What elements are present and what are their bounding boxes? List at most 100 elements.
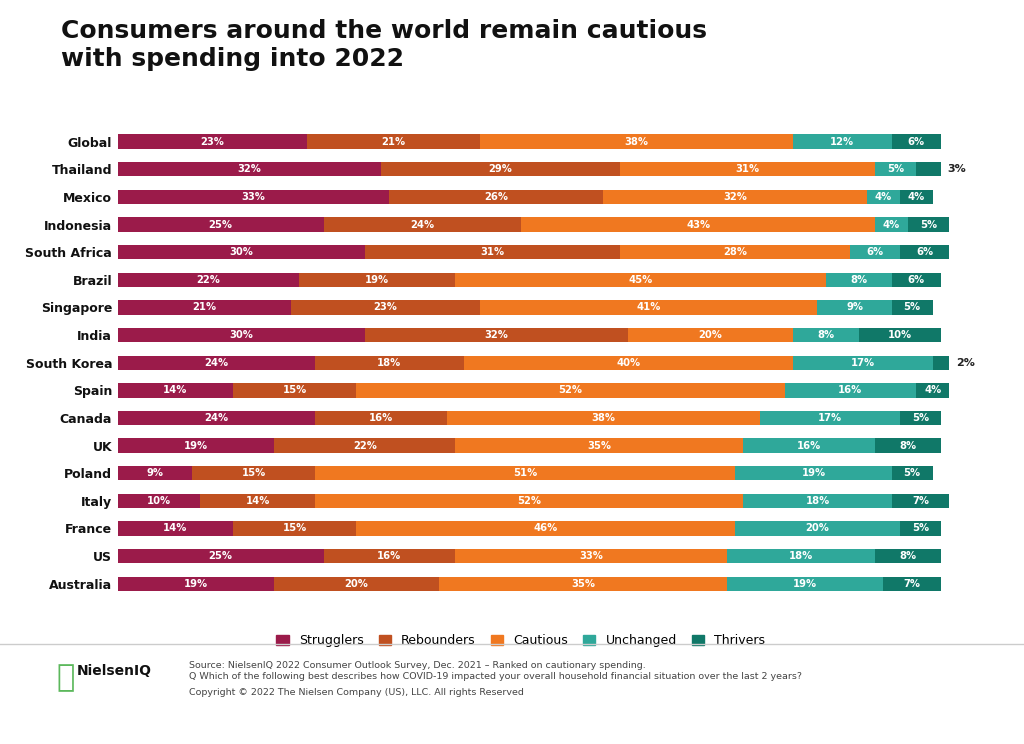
Bar [365,328,628,342]
Bar [743,494,892,508]
Text: Consumers around the world remain cautious
with spending into 2022: Consumers around the world remain cautio… [61,19,708,71]
Bar [628,328,793,342]
Text: 14%: 14% [246,496,270,506]
Bar [200,494,315,508]
Text: 19%: 19% [365,275,389,285]
Text: 16%: 16% [369,413,393,423]
Text: 9%: 9% [846,303,863,312]
Bar [735,466,892,481]
Text: 24%: 24% [205,358,228,368]
Bar [291,301,480,315]
Bar [118,135,307,149]
Bar [118,411,315,425]
Bar [118,466,191,481]
Bar [118,162,381,176]
Text: Source: NielsenIQ 2022 Consumer Outlook Survey, Dec. 2021 – Ranked on cautionary: Source: NielsenIQ 2022 Consumer Outlook … [189,661,646,670]
Text: 38%: 38% [625,137,648,147]
Bar [456,272,825,287]
Bar [233,522,356,536]
Text: 4%: 4% [883,219,900,230]
Bar [307,135,480,149]
Text: 6%: 6% [915,247,933,257]
Bar [118,217,324,231]
Bar [439,577,727,591]
Text: 20%: 20% [806,524,829,533]
Text: 5%: 5% [903,468,921,478]
Text: 40%: 40% [616,358,640,368]
Text: 19%: 19% [802,468,825,478]
Text: ⮣: ⮣ [56,664,75,693]
Legend: Strugglers, Rebounders, Cautious, Unchanged, Thrivers: Strugglers, Rebounders, Cautious, Unchan… [276,634,765,647]
Bar [727,549,876,563]
Text: 20%: 20% [344,579,369,589]
Text: 46%: 46% [534,524,558,533]
Bar [850,245,900,260]
Text: 22%: 22% [353,440,377,451]
Text: 30%: 30% [229,247,253,257]
Bar [118,245,365,260]
Bar [324,217,521,231]
Bar [859,328,941,342]
Bar [315,411,447,425]
Bar [900,190,933,204]
Text: 8%: 8% [817,330,835,340]
Text: 33%: 33% [242,192,265,202]
Bar [118,383,233,397]
Text: 31%: 31% [735,164,760,174]
Bar [784,383,916,397]
Text: 26%: 26% [484,192,509,202]
Text: 16%: 16% [797,440,821,451]
Text: 30%: 30% [229,330,253,340]
Text: 7%: 7% [903,579,921,589]
Text: 2%: 2% [955,358,975,368]
Text: 22%: 22% [197,275,220,285]
Bar [480,135,793,149]
Text: 25%: 25% [209,219,232,230]
Bar [884,577,941,591]
Text: 21%: 21% [382,137,406,147]
Text: 21%: 21% [193,303,216,312]
Text: 17%: 17% [851,358,874,368]
Bar [892,494,949,508]
Bar [727,577,884,591]
Bar [118,577,274,591]
Text: 4%: 4% [924,385,941,395]
Text: 5%: 5% [903,303,921,312]
Bar [118,549,324,563]
Bar [315,494,743,508]
Bar [793,135,892,149]
Text: 24%: 24% [411,219,434,230]
Bar [456,438,743,453]
Text: 15%: 15% [283,385,307,395]
Text: 19%: 19% [793,579,817,589]
Bar [817,301,892,315]
Bar [760,411,900,425]
Bar [118,356,315,370]
Bar [916,162,941,176]
Text: 31%: 31% [480,247,505,257]
Bar [118,438,274,453]
Text: 33%: 33% [580,551,603,561]
Text: 4%: 4% [874,192,892,202]
Bar [900,522,941,536]
Bar [793,356,933,370]
Text: 19%: 19% [184,579,208,589]
Bar [274,438,456,453]
Bar [892,466,933,481]
Text: 9%: 9% [146,468,163,478]
Bar [892,301,933,315]
Bar [233,383,356,397]
Bar [464,356,793,370]
Text: 32%: 32% [238,164,261,174]
Text: 14%: 14% [163,524,187,533]
Bar [456,549,727,563]
Text: 18%: 18% [788,551,813,561]
Text: 25%: 25% [209,551,232,561]
Bar [118,190,389,204]
Bar [603,190,867,204]
Bar [876,162,916,176]
Bar [916,383,949,397]
Bar [324,549,456,563]
Text: 43%: 43% [686,219,711,230]
Text: 41%: 41% [637,303,660,312]
